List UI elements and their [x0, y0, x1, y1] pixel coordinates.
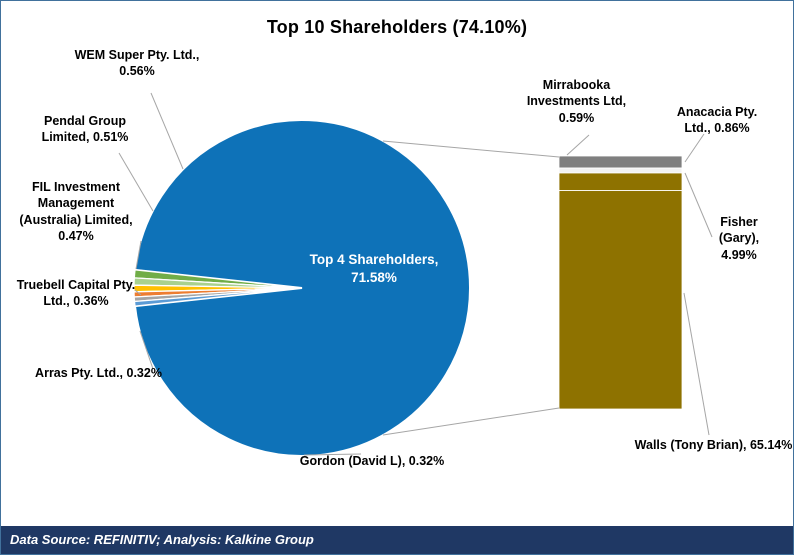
pie-group — [133, 119, 471, 457]
leader-line-truebell — [134, 289, 142, 296]
leader-line-anacacia — [684, 133, 705, 163]
leader-lines — [118, 92, 713, 456]
leader-line-pendal — [118, 152, 154, 212]
leader-line-walls — [683, 292, 710, 436]
label-fisher-gary: Fisher (Gary), 4.99% — [718, 215, 760, 262]
connector-line-top — [382, 140, 560, 158]
bar-group — [558, 155, 683, 410]
connector-line-bottom — [382, 407, 560, 436]
leader-line-wem — [150, 92, 184, 170]
bar-segment-anacacia-pty-ltd — [558, 167, 683, 174]
label-walls-tony-brian: Walls (Tony Brian), 65.14% — [634, 438, 793, 452]
leader-line-gordon — [303, 453, 362, 456]
chart-title: Top 10 Shareholders (74.10%) — [266, 17, 528, 37]
bar-segment-walls-tony-brian — [558, 190, 683, 410]
label-mirrabooka-investments: Mirrabooka Investments Ltd, 0.59% — [526, 78, 627, 125]
label-fil-investment: FIL Investment Management (Australia) Li… — [19, 180, 133, 243]
label-gordon-david: Gordon (David L), 0.32% — [299, 454, 445, 468]
leader-line-fil — [135, 240, 142, 270]
leader-line-mirrabooka — [566, 134, 590, 156]
label-pendal-group: Pendal Group Limited, 0.51% — [41, 114, 129, 145]
label-arras-pty: Arras Pty. Ltd., 0.32% — [35, 366, 162, 380]
label-top4-shareholders: Top 4 Shareholders, 71.58% — [309, 252, 439, 286]
bar-segment-fisher-gary — [558, 172, 683, 192]
footer-source-bar: Data Source: REFINITIV; Analysis: Kalkin… — [1, 526, 793, 554]
leader-line-fisher — [684, 172, 713, 238]
bar-segment-mirrabooka-investments-ltd — [558, 155, 683, 169]
label-anacacia-pty: Anacacia Pty. Ltd., 0.86% — [676, 105, 758, 136]
label-truebell-capital: Truebell Capital Pty. Ltd., 0.36% — [16, 278, 136, 309]
pie-slice-top-4-shareholders — [133, 119, 471, 457]
label-wem-super: WEM Super Pty. Ltd., 0.56% — [74, 48, 200, 79]
pie-slice-gordon-david-l — [133, 287, 303, 307]
leader-line-arras — [139, 330, 154, 370]
